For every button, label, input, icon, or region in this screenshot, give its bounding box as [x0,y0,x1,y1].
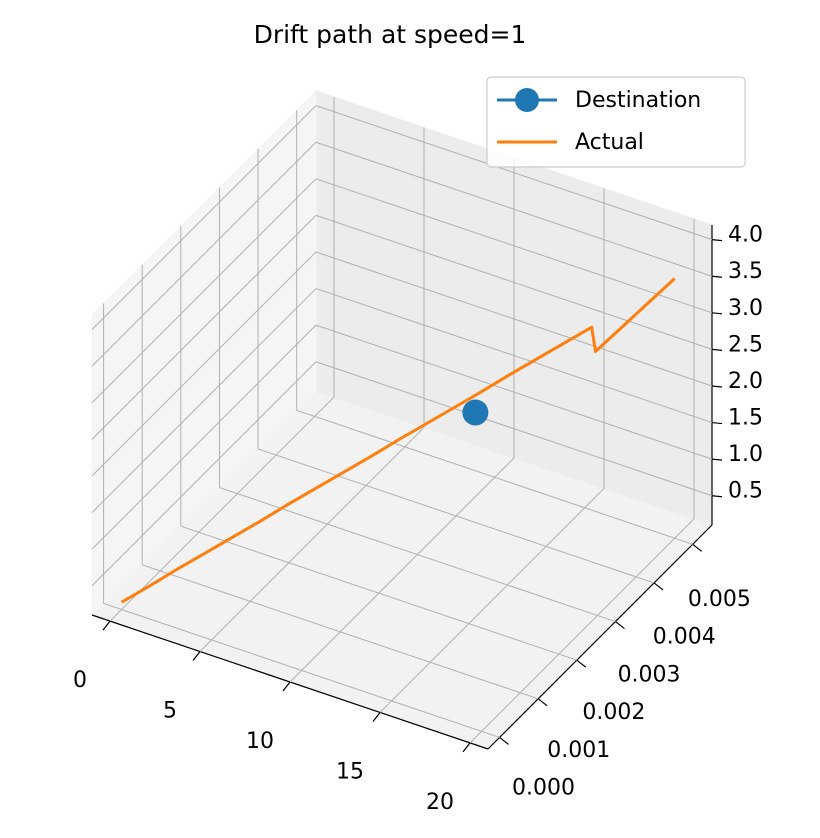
grid-line [91,288,317,513]
z-tick [711,458,723,461]
legend-label: Destination [575,88,701,113]
y-tick [615,621,625,630]
grid-line [296,409,693,545]
destination-marker [462,399,489,426]
x-tick [372,712,381,722]
side-pane [91,89,317,617]
z-tick [711,421,723,425]
z-tick-label: 0.5 [728,479,763,504]
grid-line [315,105,713,241]
z-tick [711,495,723,498]
grid-line [315,178,713,314]
y-tick-label: 0.005 [688,587,751,612]
z-tick-label: 2.5 [728,332,763,357]
chart-title: Drift path at speed=1 [254,20,527,49]
y-tick [499,736,509,745]
z-tick [711,312,723,315]
grid-line [91,215,317,440]
grid-line [315,141,713,277]
z-tick [711,239,723,242]
z-tick-label: 1.5 [728,406,763,431]
grid-line [103,602,500,738]
legend-label: Actual [575,130,644,155]
z-tick [711,348,723,351]
grid-line [91,178,317,404]
z-tick-label: 1.0 [728,442,763,467]
y-tick [653,582,664,591]
z-tick-label: 2.0 [728,369,763,394]
grid-line [219,487,616,623]
z-tick [711,385,723,388]
grid-line [315,288,713,424]
grid-line [91,105,317,330]
y-tick [576,659,587,668]
y-tick-label: 0.000 [512,776,575,801]
x-tick [102,620,111,631]
y-tick [537,698,548,707]
grid-line [315,324,713,460]
x-tick-label: 10 [246,729,274,754]
axis-line [487,524,713,750]
y-tick [692,543,703,552]
grid-line [180,525,577,661]
grid-line [91,141,317,367]
grid-line [379,488,605,713]
grid-line [315,214,713,350]
x-tick-label: 15 [336,759,364,784]
grid-line [91,251,317,477]
z-tick-label: 3.5 [728,259,763,284]
grid-line [315,251,713,387]
y-tick-label: 0.001 [547,738,610,763]
z-tick-label: 3.0 [728,296,763,321]
legend: Destination Actual [486,76,746,168]
grid-line [91,361,317,587]
x-tick [282,681,291,692]
grid-line [109,396,335,622]
grid-line [142,564,539,700]
x-tick [192,651,201,661]
actual-line [120,277,676,604]
z-tick [711,275,723,278]
legend-marker [515,88,539,112]
y-tick-label: 0.002 [582,700,645,725]
z-tick-label: 4.0 [728,223,763,248]
x-tick-label: 5 [163,699,177,724]
grid-line [91,324,317,550]
grid-line [199,427,425,652]
grid-line [315,361,713,497]
grid-line [289,457,515,683]
grid-line [469,518,695,744]
y-tick-label: 0.003 [618,662,681,687]
x-tick-label: 0 [73,668,87,693]
x-tick [462,742,471,753]
grid-line [257,448,655,584]
x-tick-label: 20 [426,790,454,815]
y-tick-label: 0.004 [653,625,716,650]
